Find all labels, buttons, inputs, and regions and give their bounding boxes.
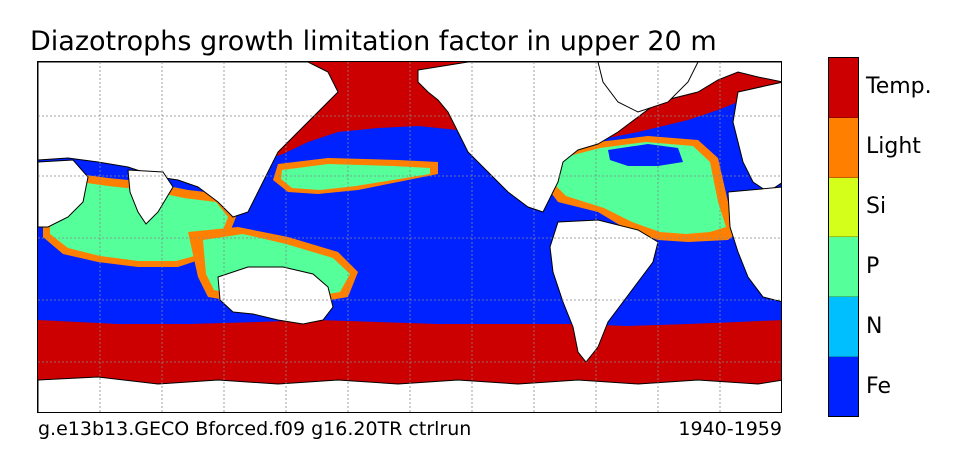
- run-caption: g.e13b13.GECO Bforced.f09 g16.20TR ctrlr…: [38, 417, 471, 441]
- colorbar-segment-fe: [829, 357, 858, 416]
- world-map: [38, 62, 782, 413]
- map-title: Diazotrophs growth limitation factor in …: [30, 24, 717, 60]
- colorbar-label-p: P: [866, 254, 879, 280]
- colorbar-segment-light: [829, 118, 858, 178]
- map-panel: [37, 61, 782, 413]
- colorbar-label-temp: Temp.: [866, 74, 932, 100]
- colorbar-segment-p: [829, 237, 858, 297]
- colorbar-segment-temp: [829, 58, 858, 118]
- colorbar-label-fe: Fe: [866, 374, 891, 400]
- colorbar-segment-n: [829, 297, 858, 357]
- colorbar-segment-si: [829, 178, 858, 238]
- period-caption: 1940-1959: [678, 417, 782, 441]
- colorbar-label-light: Light: [866, 134, 921, 160]
- colorbar-label-si: Si: [866, 194, 886, 220]
- colorbar: [828, 57, 859, 417]
- colorbar-label-n: N: [866, 314, 882, 340]
